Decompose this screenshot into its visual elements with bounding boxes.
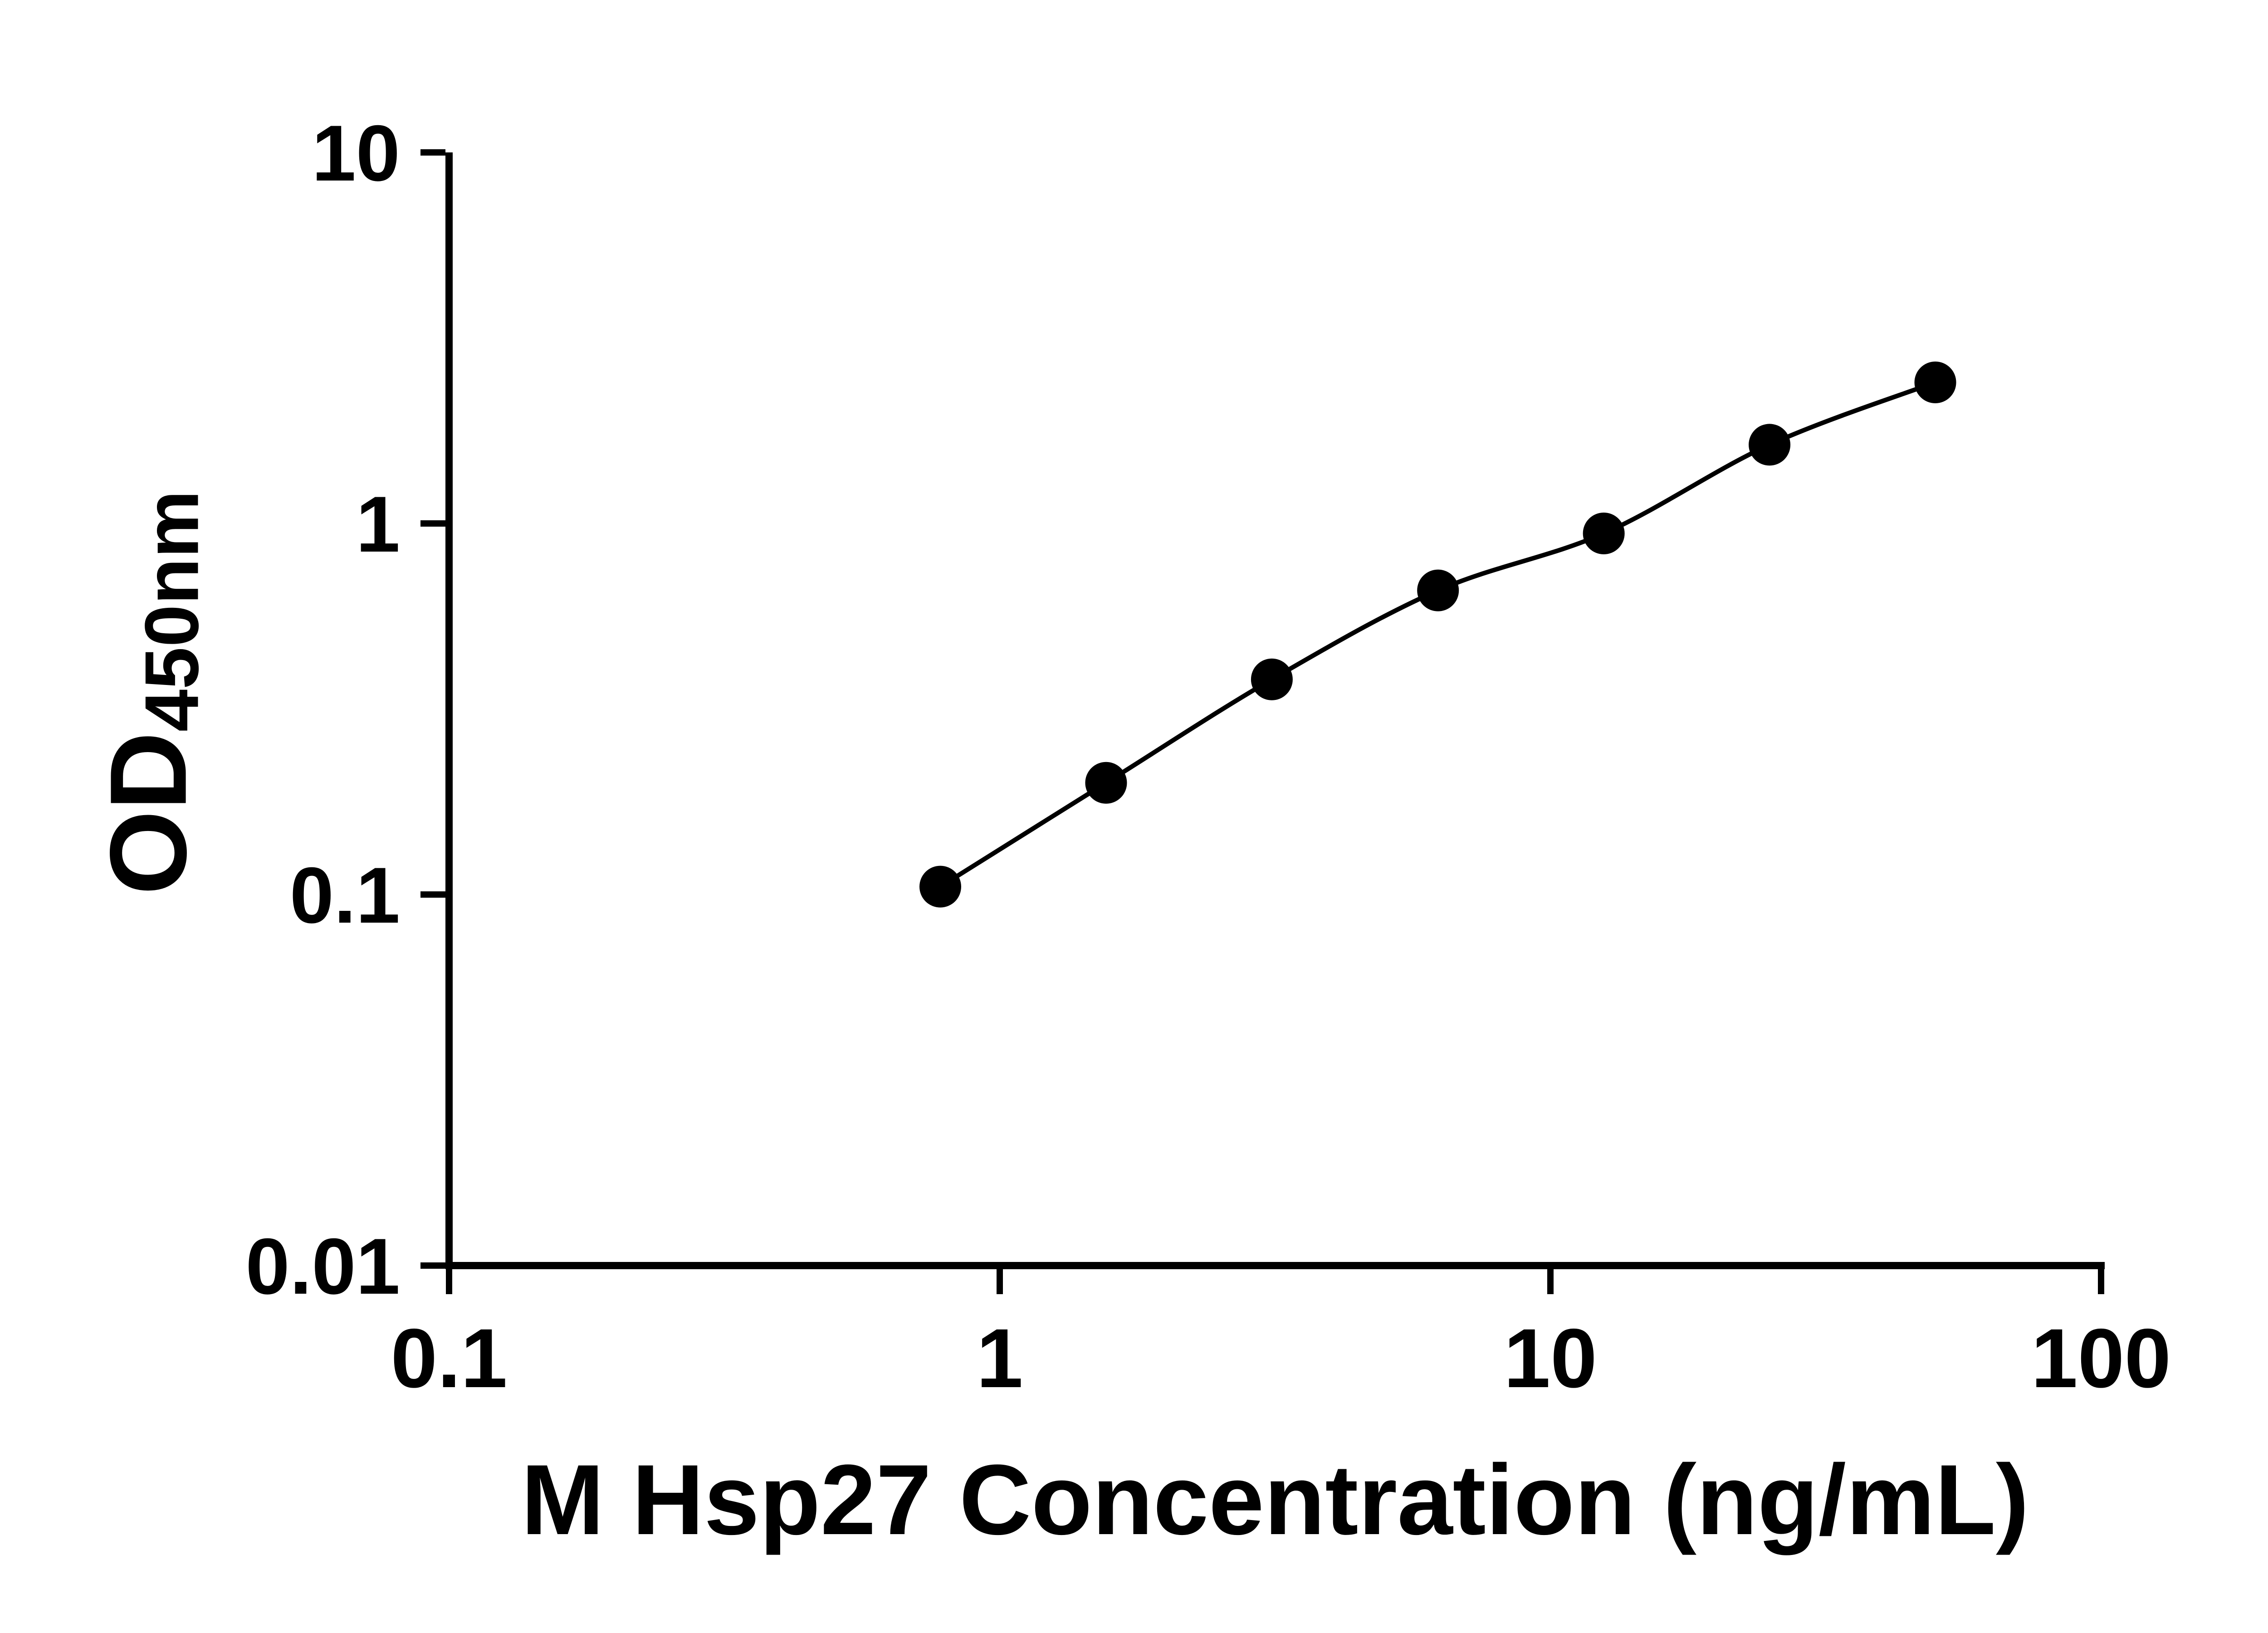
y-tick-label: 1 — [356, 480, 400, 569]
data-point — [1749, 424, 1791, 466]
y-tick-label: 0.01 — [245, 1222, 400, 1311]
x-tick-label: 100 — [2031, 1312, 2171, 1405]
data-point — [1583, 512, 1625, 554]
y-tick-label: 10 — [312, 109, 400, 198]
y-tick-label: 0.1 — [290, 851, 400, 940]
data-point — [1417, 569, 1459, 611]
data-point — [1251, 658, 1293, 700]
y-axis-title-main: OD — [87, 732, 209, 895]
y-axis-title-subscript: 450nm — [129, 490, 215, 732]
x-tick-label: 10 — [1504, 1312, 1597, 1405]
data-point — [919, 865, 962, 908]
data-point — [1085, 762, 1127, 804]
data-point — [1914, 361, 1956, 403]
x-tick-label: 1 — [977, 1312, 1023, 1405]
fit-curve — [939, 380, 1936, 889]
x-tick-label: 0.1 — [391, 1312, 507, 1405]
x-axis-title: M Hsp27 Concentration (ng/mL) — [521, 1444, 2029, 1555]
y-axis-title: OD450nm — [86, 490, 216, 895]
